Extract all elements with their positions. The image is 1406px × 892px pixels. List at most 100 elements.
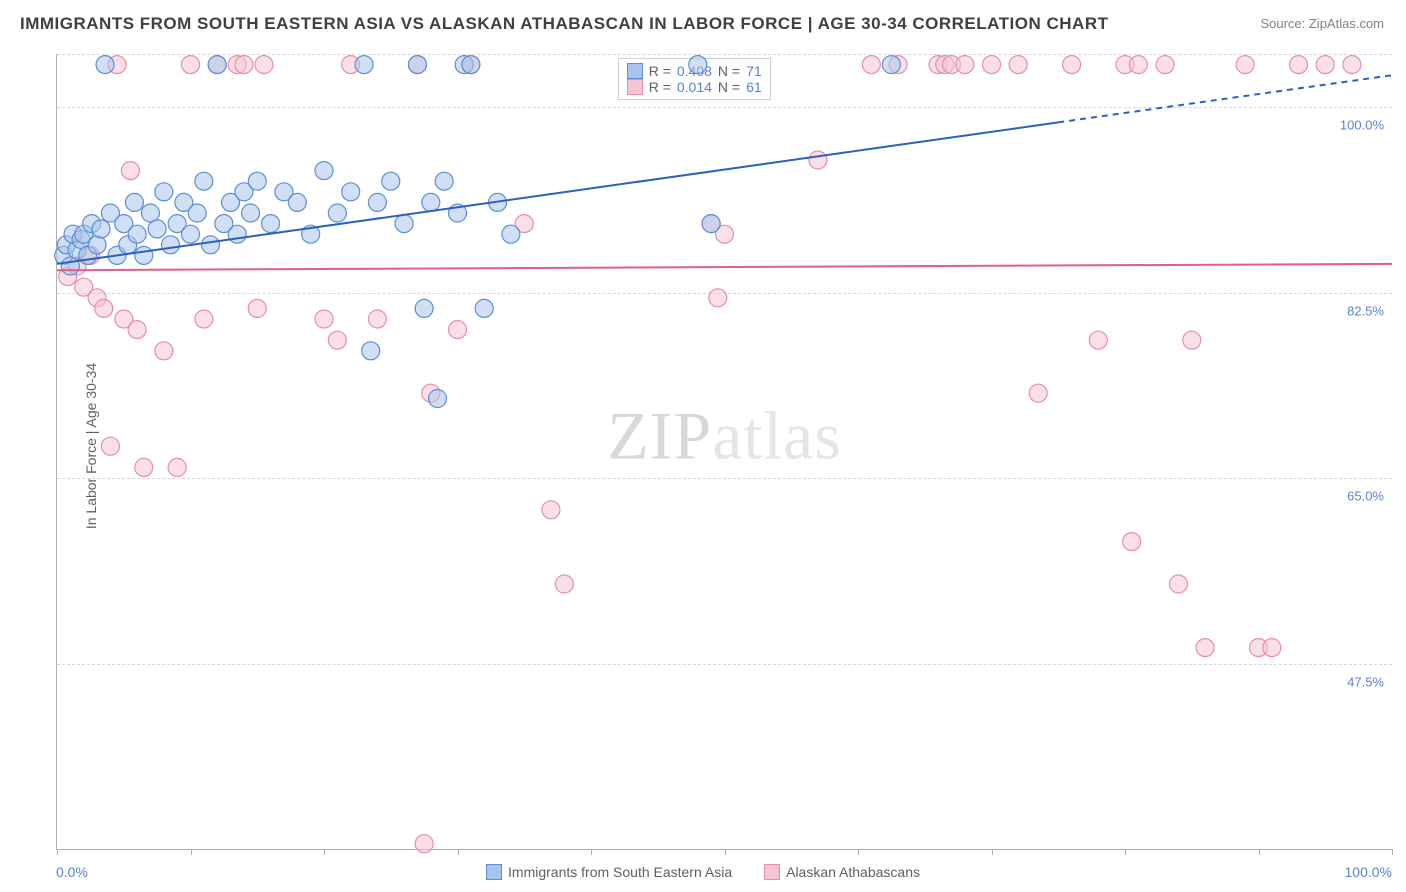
data-point bbox=[1063, 56, 1081, 74]
data-point bbox=[809, 151, 827, 169]
data-point bbox=[342, 183, 360, 201]
data-point bbox=[248, 299, 266, 317]
x-tick bbox=[1125, 849, 1126, 855]
trend-line-dashed bbox=[1058, 75, 1392, 122]
data-point bbox=[121, 162, 139, 180]
data-point bbox=[101, 437, 119, 455]
x-tick bbox=[725, 849, 726, 855]
x-axis-max-label: 100.0% bbox=[1345, 864, 1392, 880]
data-point bbox=[382, 172, 400, 190]
x-tick bbox=[858, 849, 859, 855]
data-point bbox=[161, 236, 179, 254]
legend-label-2: Alaskan Athabascans bbox=[786, 864, 920, 880]
chart-title: IMMIGRANTS FROM SOUTH EASTERN ASIA VS AL… bbox=[20, 14, 1109, 34]
trend-line bbox=[57, 264, 1392, 270]
data-point bbox=[328, 204, 346, 222]
data-point bbox=[195, 172, 213, 190]
data-point bbox=[195, 310, 213, 328]
data-point bbox=[1196, 639, 1214, 657]
source-label: Source: ZipAtlas.com bbox=[1260, 16, 1384, 31]
data-point bbox=[1236, 56, 1254, 74]
data-point bbox=[1263, 639, 1281, 657]
x-tick bbox=[458, 849, 459, 855]
data-point bbox=[368, 193, 386, 211]
data-point bbox=[462, 56, 480, 74]
data-point bbox=[882, 56, 900, 74]
data-point bbox=[92, 220, 110, 238]
data-point bbox=[96, 56, 114, 74]
x-tick bbox=[57, 849, 58, 855]
data-point bbox=[542, 501, 560, 519]
data-point bbox=[1290, 56, 1308, 74]
data-point bbox=[128, 321, 146, 339]
data-point bbox=[956, 56, 974, 74]
data-point bbox=[125, 193, 143, 211]
data-point bbox=[362, 342, 380, 360]
plot-area: ZIPatlas 47.5%65.0%82.5%100.0% R = 0.408… bbox=[56, 54, 1392, 850]
data-point bbox=[182, 56, 200, 74]
x-tick bbox=[191, 849, 192, 855]
x-tick bbox=[1392, 849, 1393, 855]
data-point bbox=[415, 835, 433, 853]
data-point bbox=[1029, 384, 1047, 402]
data-point bbox=[228, 225, 246, 243]
data-point bbox=[148, 220, 166, 238]
legend-label-1: Immigrants from South Eastern Asia bbox=[508, 864, 732, 880]
data-point bbox=[1316, 56, 1334, 74]
data-point bbox=[862, 56, 880, 74]
data-point bbox=[428, 390, 446, 408]
data-point bbox=[315, 162, 333, 180]
data-point bbox=[709, 289, 727, 307]
data-point bbox=[135, 458, 153, 476]
x-tick bbox=[1259, 849, 1260, 855]
legend-item-series2: Alaskan Athabascans bbox=[764, 864, 920, 880]
data-point bbox=[1183, 331, 1201, 349]
data-point bbox=[288, 193, 306, 211]
legend-item-series1: Immigrants from South Eastern Asia bbox=[486, 864, 732, 880]
data-point bbox=[415, 299, 433, 317]
data-point bbox=[188, 204, 206, 222]
data-point bbox=[368, 310, 386, 328]
data-point bbox=[1089, 331, 1107, 349]
data-point bbox=[95, 299, 113, 317]
data-point bbox=[395, 215, 413, 233]
data-point bbox=[689, 56, 707, 74]
data-point bbox=[1169, 575, 1187, 593]
data-point bbox=[449, 321, 467, 339]
legend-swatch-1 bbox=[486, 864, 502, 880]
data-point bbox=[328, 331, 346, 349]
data-point bbox=[355, 56, 373, 74]
data-point bbox=[248, 172, 266, 190]
data-point bbox=[408, 56, 426, 74]
trend-line bbox=[57, 122, 1058, 264]
data-point bbox=[1156, 56, 1174, 74]
data-point bbox=[1343, 56, 1361, 74]
chart-svg bbox=[57, 54, 1392, 849]
data-point bbox=[983, 56, 1001, 74]
data-point bbox=[1123, 533, 1141, 551]
legend-swatch-2 bbox=[764, 864, 780, 880]
data-point bbox=[702, 215, 720, 233]
data-point bbox=[475, 299, 493, 317]
bottom-legend: Immigrants from South Eastern Asia Alask… bbox=[486, 864, 920, 880]
x-tick bbox=[992, 849, 993, 855]
data-point bbox=[555, 575, 573, 593]
data-point bbox=[262, 215, 280, 233]
data-point bbox=[1129, 56, 1147, 74]
data-point bbox=[242, 204, 260, 222]
x-tick bbox=[591, 849, 592, 855]
data-point bbox=[235, 56, 253, 74]
data-point bbox=[155, 342, 173, 360]
data-point bbox=[435, 172, 453, 190]
data-point bbox=[208, 56, 226, 74]
x-tick bbox=[324, 849, 325, 855]
data-point bbox=[1009, 56, 1027, 74]
data-point bbox=[155, 183, 173, 201]
data-point bbox=[422, 193, 440, 211]
data-point bbox=[88, 236, 106, 254]
data-point bbox=[182, 225, 200, 243]
data-point bbox=[315, 310, 333, 328]
data-point bbox=[168, 458, 186, 476]
data-point bbox=[255, 56, 273, 74]
data-point bbox=[61, 257, 79, 275]
